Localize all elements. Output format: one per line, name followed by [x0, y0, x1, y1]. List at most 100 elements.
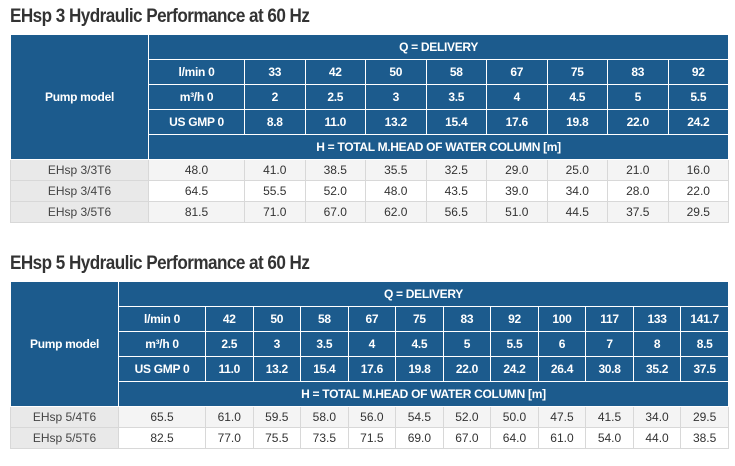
head-value: 29.5 [667, 201, 730, 223]
delivery-header: Q = DELIVERY [118, 281, 729, 307]
head-value: 56.0 [347, 406, 397, 428]
model-name: EHsp 3/4T6 [10, 180, 149, 202]
head-value: 41.0 [244, 159, 306, 181]
flow-value: 117 [585, 306, 634, 332]
header-row: Pump model Q = DELIVERY [10, 34, 730, 160]
head-value: 73.5 [300, 427, 349, 449]
delivery-header: Q = DELIVERY [147, 34, 730, 60]
head-value: 52.0 [304, 180, 366, 202]
head-value: 67.0 [442, 427, 492, 449]
flow-row: m³/h 0 2.5 3 3.5 4 4.5 5 5.5 6 7 8 8.5 [11, 331, 729, 357]
head-value: 62.0 [365, 201, 427, 223]
flow-row: l/min 0 33 42 50 58 67 75 83 92 [11, 59, 730, 85]
table-title: EHsp 3 Hydraulic Performance at 60 Hz [10, 6, 310, 27]
flow-value: 13.2 [365, 109, 427, 135]
flow-value: 22.0 [442, 356, 492, 382]
head-value: 38.5 [680, 427, 729, 449]
head-value: 21.0 [607, 159, 669, 181]
head-value: 32.5 [425, 159, 487, 181]
head-value: 35.5 [365, 159, 427, 181]
data-row: EHsp 3/4T6 64.5 55.5 52.0 48.0 43.5 39.0 34.0 28… [10, 180, 730, 202]
head-value: 75.5 [252, 427, 302, 449]
model-name: EHsp 3/5T6 [10, 201, 149, 223]
flow-value: 19.8 [395, 356, 444, 382]
performance-table: Pump model Q = DELIVERY l/min 0 42 50 58 67 75 8… [10, 281, 729, 449]
flow-value: 13.2 [252, 356, 302, 382]
model-header: Pump model [10, 281, 119, 407]
flow-value: 19.8 [546, 109, 608, 135]
flow-value: 42 [304, 59, 366, 85]
head-value: 37.5 [607, 201, 669, 223]
model-header: Pump model [10, 34, 149, 160]
flow-value: 8.5 [680, 331, 729, 357]
flow-value: 15.4 [300, 356, 349, 382]
flow-value: 2 [244, 84, 306, 110]
flow-value: 3.5 [300, 331, 349, 357]
flow-value: 3 [252, 331, 302, 357]
flow-unit: m³/h 0 [148, 84, 245, 110]
header-row: H = TOTAL M.HEAD OF WATER COLUMN [m] [11, 381, 729, 407]
head-value: 29.0 [486, 159, 548, 181]
flow-value: 8 [632, 331, 682, 357]
flow-unit: m³/h 0 [118, 331, 206, 357]
head-value: 47.5 [537, 406, 587, 428]
flow-value: 4 [486, 84, 548, 110]
head-value: 64.0 [490, 427, 539, 449]
head-value: 67.0 [304, 201, 366, 223]
head-value: 38.5 [304, 159, 366, 181]
head-value: 65.5 [118, 406, 206, 428]
head-value: 64.5 [148, 180, 245, 202]
head-value: 25.0 [546, 159, 608, 181]
head-value: 56.5 [425, 201, 487, 223]
head-value: 61.0 [205, 406, 254, 428]
flow-value: 5 [607, 84, 669, 110]
flow-unit: l/min 0 [148, 59, 245, 85]
head-value: 71.5 [347, 427, 397, 449]
flow-value: 15.4 [425, 109, 487, 135]
head-value: 41.5 [585, 406, 634, 428]
head-value: 43.5 [425, 180, 487, 202]
flow-unit: l/min 0 [118, 306, 206, 332]
flow-value: 26.4 [537, 356, 587, 382]
flow-unit: US GMP 0 [148, 109, 245, 135]
flow-value: 8.8 [244, 109, 306, 135]
data-row: EHsp 3/5T6 81.5 71.0 67.0 62.0 56.5 51.0 44.5 37… [10, 201, 730, 223]
flow-value: 24.2 [490, 356, 539, 382]
flow-value: 4 [347, 331, 397, 357]
flow-value: 7 [585, 331, 634, 357]
flow-value: 75 [395, 306, 444, 332]
head-value: 44.5 [546, 201, 608, 223]
data-row: EHsp 3/3T6 48.0 41.0 38.5 35.5 32.5 29.0 25.0 21… [10, 159, 730, 181]
flow-value: 92 [667, 59, 730, 85]
head-value: 44.0 [632, 427, 682, 449]
head-value: 54.5 [395, 406, 444, 428]
flow-value: 3.5 [425, 84, 487, 110]
flow-value: 35.2 [632, 356, 682, 382]
flow-value: 58 [300, 306, 349, 332]
table-title: EHsp 5 Hydraulic Performance at 60 Hz [10, 253, 310, 274]
flow-value: 141.7 [680, 306, 729, 332]
head-value: 48.0 [148, 159, 245, 181]
head-value: 81.5 [148, 201, 245, 223]
flow-value: 4.5 [546, 84, 608, 110]
head-value: 39.0 [486, 180, 548, 202]
flow-value: 75 [546, 59, 608, 85]
model-name: EHsp 3/3T6 [10, 159, 149, 181]
head-value: 51.0 [486, 201, 548, 223]
flow-row: l/min 0 42 50 58 67 75 83 92 100 117 133 141.7 [11, 306, 729, 332]
flow-value: 17.6 [486, 109, 548, 135]
flow-value: 92 [490, 306, 539, 332]
flow-value: 22.0 [607, 109, 669, 135]
flow-unit: US GMP 0 [118, 356, 206, 382]
table-block: EHsp 5 Hydraulic Performance at 60 Hz Pum… [10, 253, 729, 449]
performance-table: Pump model Q = DELIVERY l/min 0 33 42 50 58 67 7… [10, 34, 730, 223]
head-value: 69.0 [395, 427, 444, 449]
flow-value: 5.5 [667, 84, 730, 110]
flow-value: 37.5 [680, 356, 729, 382]
header-row: H = TOTAL M.HEAD OF WATER COLUMN [m] [11, 134, 730, 160]
flow-value: 4.5 [395, 331, 444, 357]
flow-value: 30.8 [585, 356, 634, 382]
flow-row: US GMP 0 11.0 13.2 15.4 17.6 19.8 22.0 24.2 26.4… [11, 356, 729, 382]
flow-value: 133 [632, 306, 682, 332]
